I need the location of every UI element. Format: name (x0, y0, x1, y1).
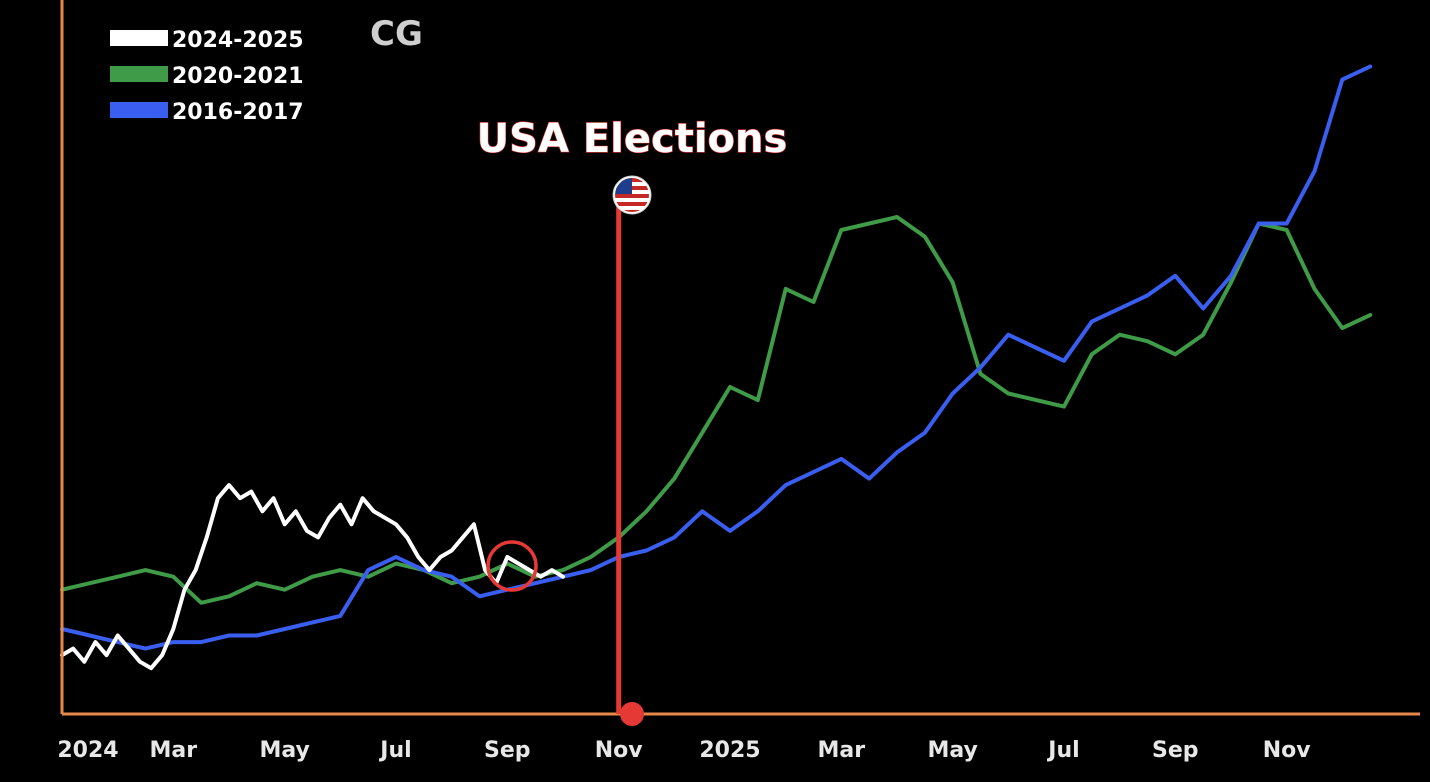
legend-label-2020-2021: 2020-2021 (172, 64, 304, 89)
election-annotation: USA Elections (476, 115, 788, 726)
x-tick-label: Mar (818, 738, 866, 763)
x-tick-label: 2025 (699, 738, 760, 763)
us-flag-icon (612, 175, 652, 215)
x-tick-label: Sep (1152, 738, 1199, 763)
legend-swatch-2020-2021 (110, 66, 168, 82)
cg-logo: CG (370, 14, 423, 54)
legend-label-2016-2017: 2016-2017 (172, 100, 304, 125)
x-tick-label: May (259, 738, 309, 763)
x-tick-labels: 2024 Mar May Jul Sep Nov 2025 Mar May Jul Sep Nov (57, 738, 1311, 763)
x-tick-label: Nov (595, 738, 644, 763)
legend: 2024-2025 2020-2021 2016-2017 (110, 28, 304, 125)
x-tick-label: Nov (1263, 738, 1312, 763)
series-line-2024-2025 (60, 483, 565, 671)
x-tick-label: Jul (378, 738, 411, 763)
series-line-2020-2021 (60, 215, 1373, 605)
x-tick-label: Sep (484, 738, 531, 763)
series-line-2016-2017 (60, 64, 1373, 651)
x-tick-label: May (927, 738, 977, 763)
x-tick-label: Jul (1046, 738, 1079, 763)
x-tick-label: 2024 (57, 738, 118, 763)
annotation-usa-elections: USA Elections (477, 116, 788, 162)
legend-swatch-2024-2025 (110, 30, 168, 46)
x-tick-label: Mar (150, 738, 198, 763)
election-axis-dot (620, 702, 644, 726)
current-position-ring (486, 540, 538, 592)
logo-mark: CG (370, 14, 423, 54)
legend-swatch-2016-2017 (110, 102, 168, 118)
series-layer (60, 64, 1373, 671)
legend-label-2024-2025: 2024-2025 (172, 28, 304, 53)
